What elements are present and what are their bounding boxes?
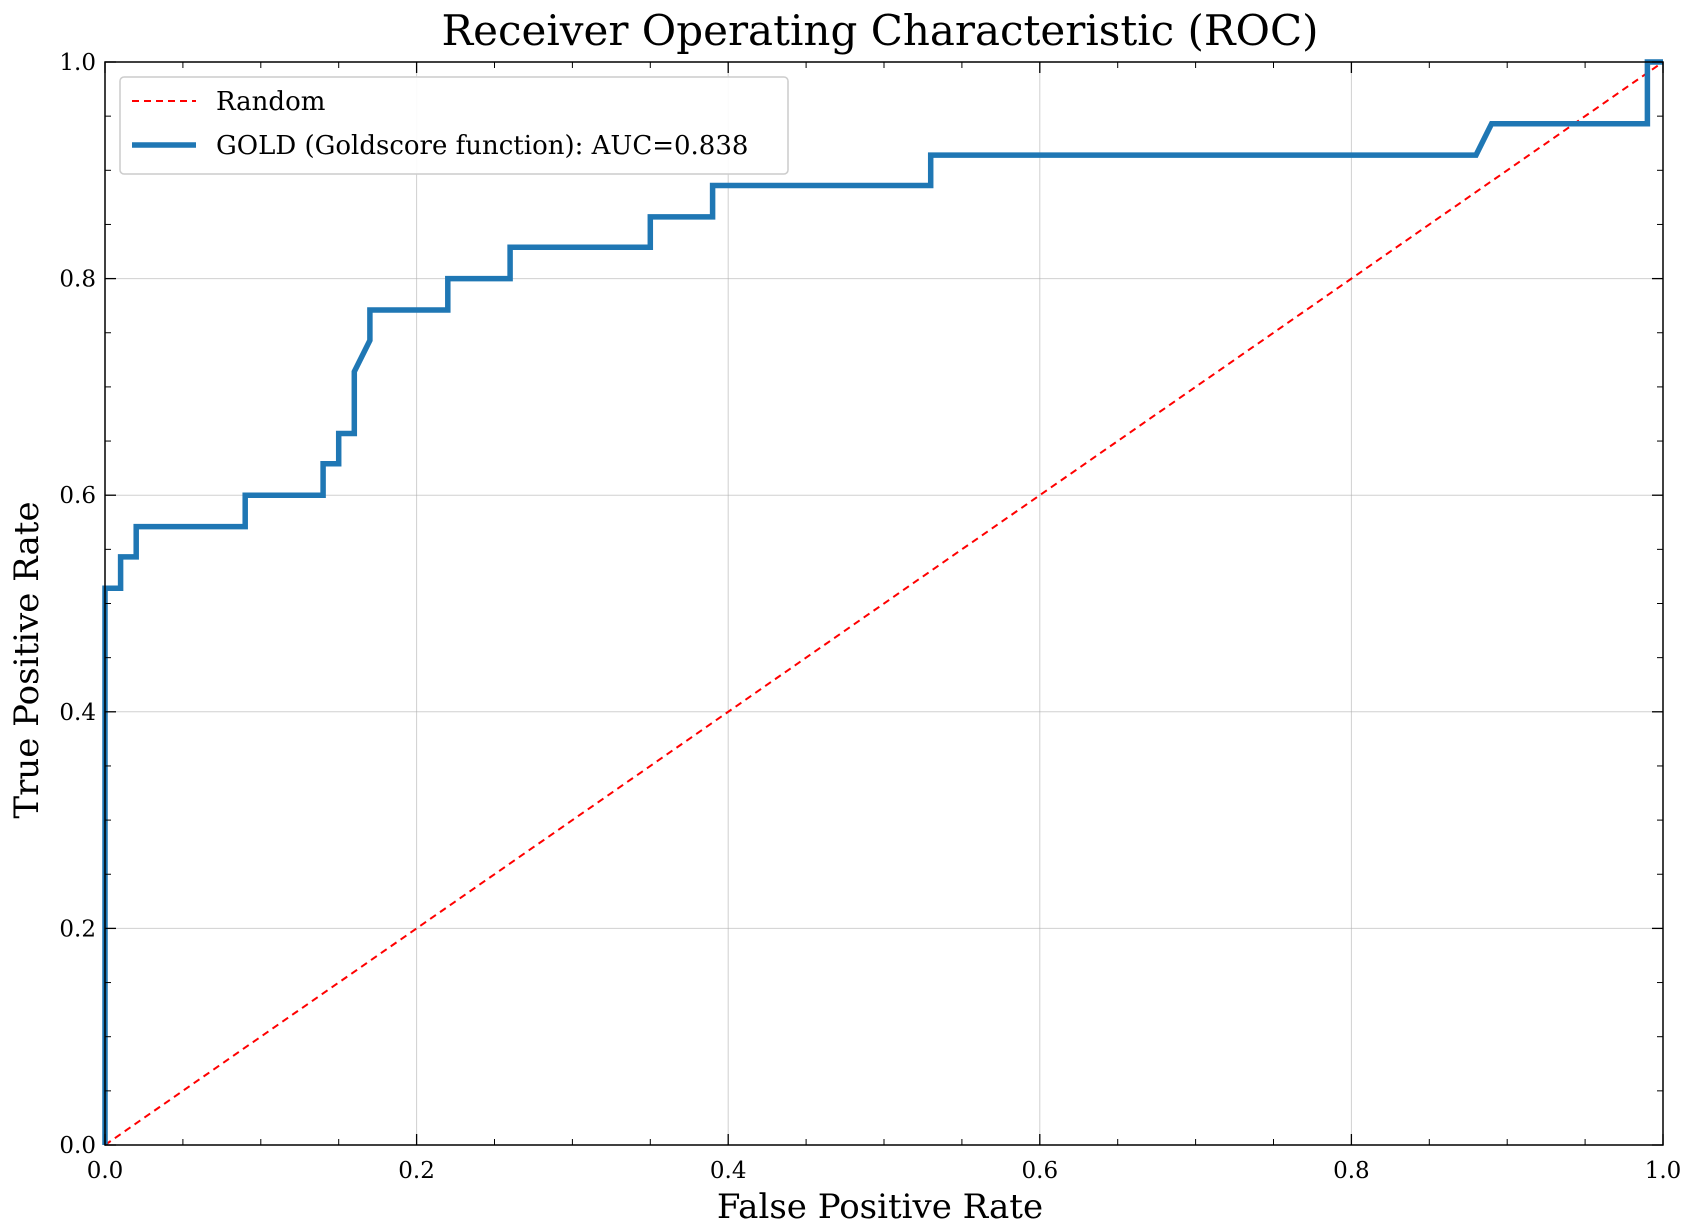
x-axis-label: False Positive Rate — [717, 1187, 1043, 1227]
y-axis-label: True Positive Rate — [7, 501, 47, 818]
legend-box — [119, 76, 789, 175]
legend-label-gold: GOLD (Goldscore function): AUC=0.838 — [216, 131, 748, 161]
x-tick-label: 0.6 — [1022, 1158, 1059, 1184]
grid — [105, 62, 1663, 1145]
x-tick-label: 0.8 — [1333, 1158, 1370, 1184]
y-tick-label: 0.0 — [59, 1133, 96, 1159]
series-layer — [102, 59, 1664, 1146]
x-tick-label: 1.0 — [1645, 1158, 1681, 1184]
x-tick-label: 0.0 — [87, 1158, 124, 1184]
y-tick-label: 0.8 — [59, 267, 96, 293]
gold-roc-curve — [102, 59, 1663, 1145]
legend: Random GOLD (Goldscore function): AUC=0.… — [119, 76, 789, 175]
chart-title: Receiver Operating Characteristic (ROC) — [442, 6, 1319, 55]
x-tick-label: 0.4 — [710, 1158, 747, 1184]
y-tick-label: 0.6 — [59, 483, 96, 509]
y-tick-label: 0.2 — [59, 916, 96, 942]
ticks — [104, 61, 1664, 1146]
y-tick-label: 0.4 — [59, 700, 96, 726]
x-tick-label: 0.2 — [398, 1158, 435, 1184]
legend-label-random: Random — [216, 87, 325, 117]
tick-labels: 0.0 0.2 0.4 0.6 0.8 1.0 0.0 0.2 0.4 0.6 0.8 1.0 — [59, 50, 1681, 1184]
random-baseline-line — [104, 61, 1664, 1146]
y-tick-label: 1.0 — [59, 50, 96, 76]
